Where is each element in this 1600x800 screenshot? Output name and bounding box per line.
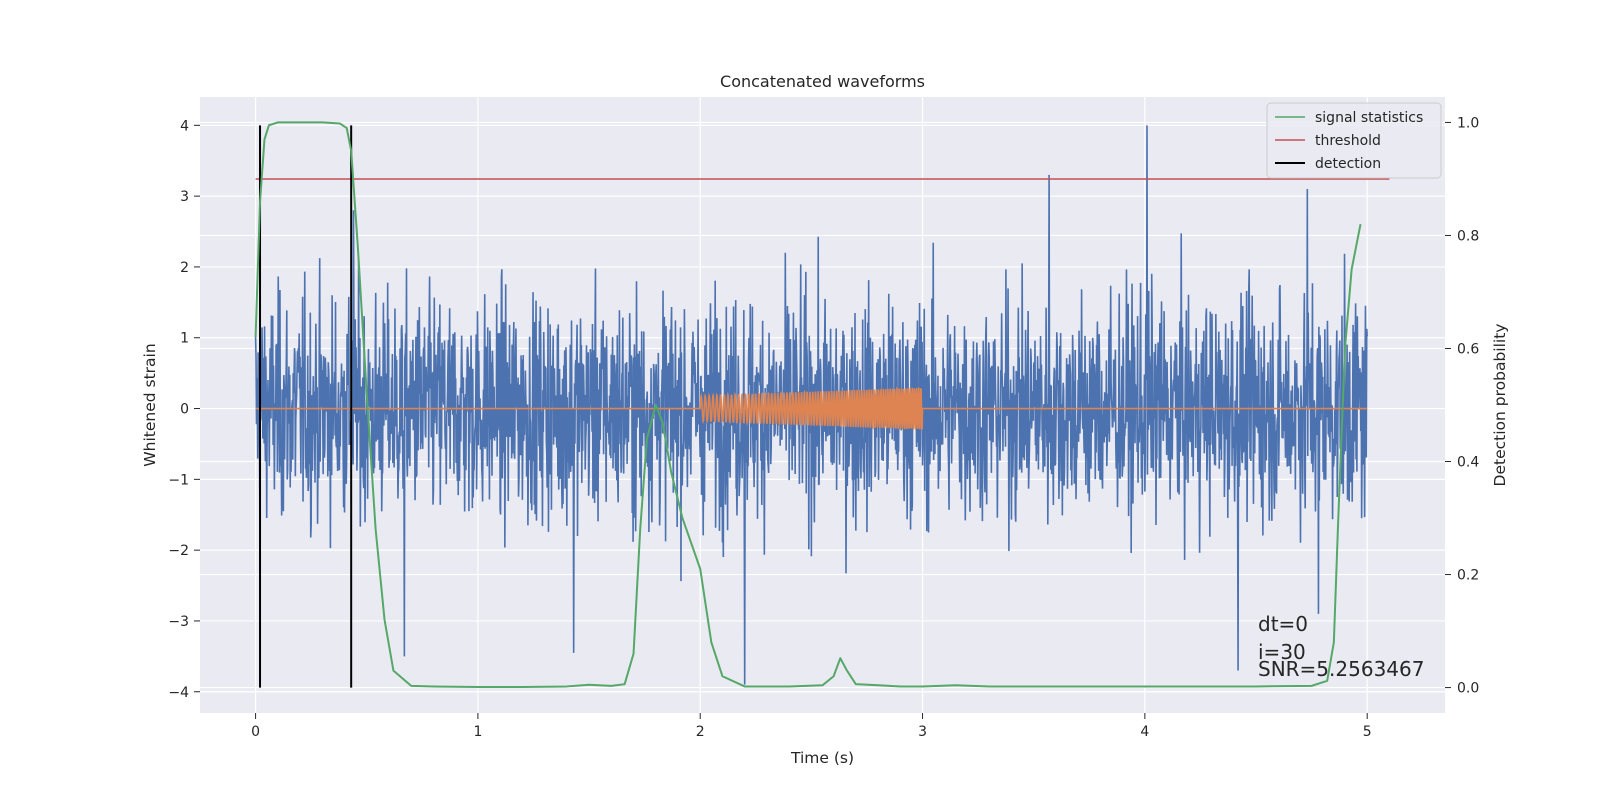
x-tick-label: 5 xyxy=(1363,724,1372,740)
y-tick-label: 2 xyxy=(180,260,189,276)
y-tick-label: −2 xyxy=(168,543,189,559)
y2-tick-label: 1.0 xyxy=(1457,115,1479,131)
signal-statistics-series xyxy=(254,121,1362,688)
y-tick-label: −3 xyxy=(168,614,189,630)
y2-axis-label: Detection probability xyxy=(1491,324,1509,487)
strain-layer xyxy=(254,125,1368,685)
y-tick-label: 3 xyxy=(180,189,189,205)
ticks: 0 1 2 3 4 5 −4 −3 −2 −1 0 1 2 3 4 0.0 0.2 0.4 0.6 0.8 1.0 xyxy=(168,115,1479,740)
legend-label-threshold: threshold xyxy=(1315,133,1381,149)
y-tick-label: 4 xyxy=(180,118,189,134)
y2-tick-label: 0.2 xyxy=(1457,568,1479,584)
y2-tick-label: 0.0 xyxy=(1457,681,1479,697)
x-tick-label: 3 xyxy=(918,724,927,740)
y2-tick-label: 0.6 xyxy=(1457,341,1479,357)
legend-label-signal-statistics: signal statistics xyxy=(1315,110,1423,126)
annotation-dt: dt=0 xyxy=(1258,612,1308,636)
y-axis-label: Whitened strain xyxy=(141,343,159,466)
injection-series xyxy=(255,386,1368,430)
signal-statistics-layer xyxy=(254,121,1362,688)
injection-layer xyxy=(255,386,1368,430)
y-tick-label: 0 xyxy=(180,402,189,418)
legend-box xyxy=(1266,102,1442,179)
x-tick-label: 2 xyxy=(696,724,705,740)
x-tick-label: 1 xyxy=(473,724,482,740)
y-tick-label: −4 xyxy=(168,685,189,701)
y-tick-label: −1 xyxy=(168,472,189,488)
y-tick-label: 1 xyxy=(180,331,189,347)
strain-series xyxy=(254,125,1368,685)
y2-tick-label: 0.8 xyxy=(1457,228,1479,244)
x-axis-label: Time (s) xyxy=(790,749,854,767)
chart-title: Concatenated waveforms xyxy=(720,72,925,91)
x-tick-label: 4 xyxy=(1140,724,1149,740)
legend-label-detection: detection xyxy=(1315,156,1381,172)
y2-tick-label: 0.4 xyxy=(1457,455,1479,471)
x-tick-label: 0 xyxy=(251,724,260,740)
legend: signal statistics threshold detection xyxy=(1266,102,1442,179)
annotation-index: i=30 xyxy=(1258,640,1306,664)
annotation-snr: SNR=5.2563467 xyxy=(1258,657,1424,681)
